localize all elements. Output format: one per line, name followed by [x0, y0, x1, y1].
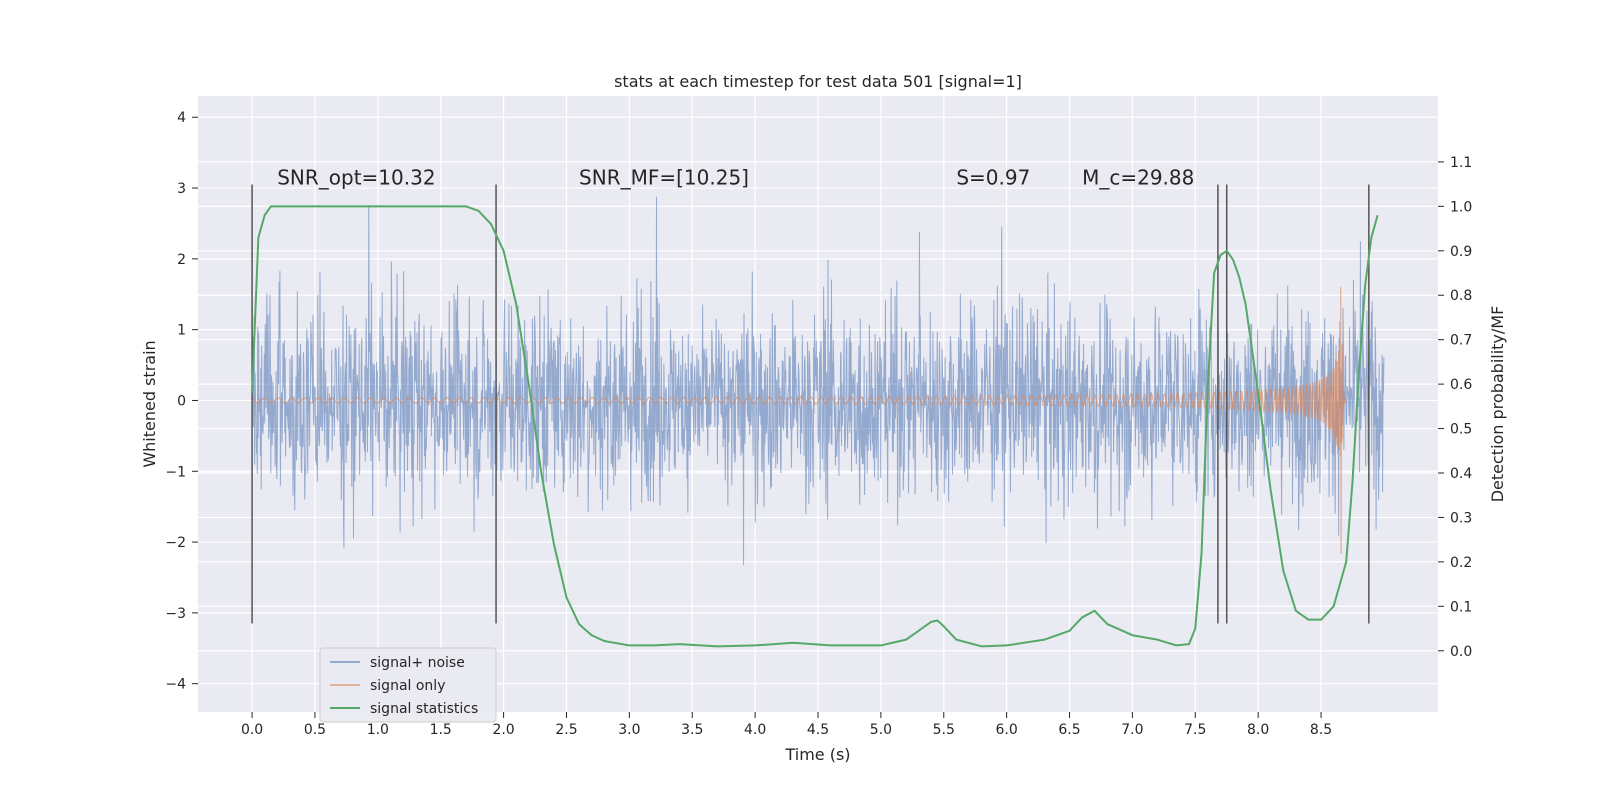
x-tick-label-6: 3.0	[618, 722, 640, 738]
x-tick-label-10: 5.0	[870, 722, 892, 738]
y2-tick-label-7: 0.7	[1450, 333, 1472, 349]
annotation-3: M_c=29.88	[1082, 166, 1194, 190]
x-tick-label-1: 0.5	[304, 722, 326, 738]
y-axis-ticks: −4 −3 −2 −1 0 1 2 3 4	[165, 110, 198, 693]
legend: signal+ noise signal only signal statist…	[319, 647, 497, 723]
stats-trace	[251, 205, 1379, 648]
x-axis-ticks: 0.0 0.5 1.0 1.5 2.0 2.5 3.0 3.5 4.0 4.5 5.0 5.5 6.0 6…	[241, 712, 1332, 738]
y-tick-label-2: −2	[165, 535, 186, 551]
legend-label-signal-statistics: signal statistics	[370, 701, 478, 717]
y-tick-label-6: 2	[177, 252, 186, 268]
legend-box	[319, 647, 497, 723]
y-tick-label-8: 4	[177, 110, 186, 126]
annotation-0: SNR_opt=10.32	[277, 166, 435, 190]
x-axis-label: Time (s)	[784, 745, 850, 764]
y-tick-label-3: −1	[165, 464, 186, 480]
y2-tick-label-3: 0.3	[1450, 510, 1472, 526]
y2-axis-ticks: 0.0 0.1 0.2 0.3 0.4 0.5 0.6 0.7 0.8 0.9 1.0 1.1	[1438, 155, 1472, 660]
y-axis-label: Whitened strain	[140, 340, 159, 467]
y2-tick-label-8: 0.8	[1450, 288, 1472, 304]
y-tick-label-4: 0	[177, 393, 186, 409]
x-tick-label-15: 7.5	[1184, 722, 1206, 738]
event-markers	[251, 184, 1370, 624]
x-tick-label-11: 5.5	[933, 722, 955, 738]
legend-label-signal-noise: signal+ noise	[370, 655, 465, 671]
y2-tick-label-11: 1.1	[1450, 155, 1472, 171]
x-tick-label-3: 1.5	[430, 722, 452, 738]
legend-label-signal-only: signal only	[370, 678, 445, 694]
series-signal-statistics	[251, 205, 1379, 648]
y-tick-label-0: −4	[165, 677, 186, 693]
y-tick-label-5: 1	[177, 323, 186, 339]
y2-tick-label-6: 0.6	[1450, 377, 1472, 393]
y-tick-label-1: −3	[165, 606, 186, 622]
y2-axis-label: Detection probability/MF	[1488, 306, 1507, 503]
y2-tick-label-10: 1.0	[1450, 199, 1472, 215]
noise-trace	[251, 196, 1385, 565]
series-signal-noise	[251, 196, 1385, 565]
x-tick-label-4: 2.0	[492, 722, 514, 738]
x-tick-label-7: 3.5	[681, 722, 703, 738]
x-tick-label-5: 2.5	[555, 722, 577, 738]
x-tick-label-8: 4.0	[744, 722, 766, 738]
x-tick-label-2: 1.0	[367, 722, 389, 738]
x-tick-label-0: 0.0	[241, 722, 263, 738]
x-tick-label-9: 4.5	[807, 722, 829, 738]
series-signal-only	[251, 286, 1347, 554]
y2-tick-label-0: 0.0	[1450, 644, 1472, 660]
x-tick-label-14: 7.0	[1121, 722, 1143, 738]
x-tick-label-13: 6.5	[1058, 722, 1080, 738]
y2-tick-label-5: 0.5	[1450, 422, 1472, 438]
x-tick-label-12: 6.0	[996, 722, 1018, 738]
y2-tick-label-1: 0.1	[1450, 599, 1472, 615]
y-tick-label-7: 3	[177, 181, 186, 197]
annotation-1: SNR_MF=[10.25]	[579, 166, 749, 190]
y2-tick-label-4: 0.4	[1450, 466, 1472, 482]
y2-tick-label-9: 0.9	[1450, 244, 1472, 260]
x-tick-label-17: 8.5	[1310, 722, 1332, 738]
chart-title: stats at each timestep for test data 501…	[614, 72, 1022, 91]
annotations: SNR_opt=10.32 SNR_MF=[10.25] S=0.97 M_c=29.…	[277, 166, 1194, 190]
signal-trace	[251, 286, 1347, 554]
annotation-2: S=0.97	[956, 166, 1030, 190]
y2-tick-label-2: 0.2	[1450, 555, 1472, 571]
x-tick-label-16: 8.0	[1247, 722, 1269, 738]
